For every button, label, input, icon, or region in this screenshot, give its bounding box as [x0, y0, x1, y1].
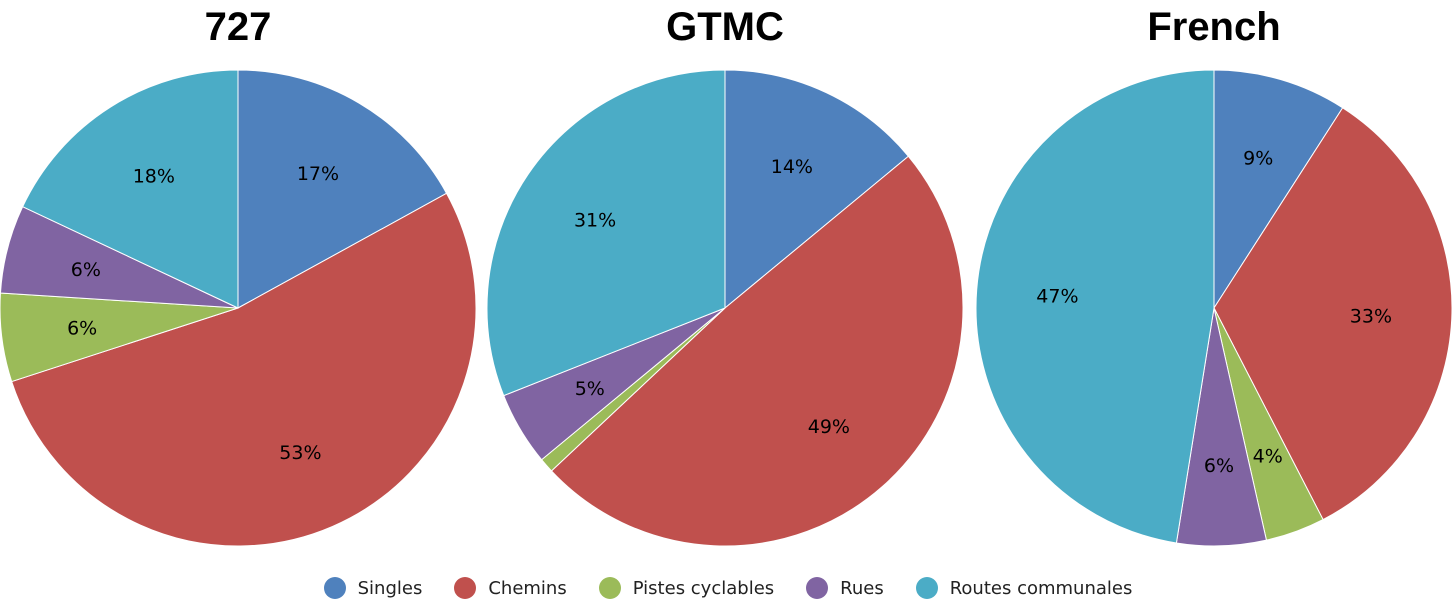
legend-label-routes-communales: Routes communales — [949, 577, 1133, 599]
pie-slice-gtmc-routes-communales — [486, 69, 726, 397]
pie-label-gtmc-chemins: 49% — [808, 416, 850, 438]
pie-label-french-pistes-cyclables: 4% — [1253, 446, 1283, 468]
pie-title-727: 727 — [205, 5, 272, 49]
legend-swatch-singles — [323, 577, 346, 599]
legend-item-singles: Singles — [323, 577, 423, 599]
pie-label-french-routes-communales: 47% — [1036, 286, 1078, 308]
pie-slice-gtmc-chemins — [550, 155, 964, 547]
pie-label-gtmc-singles: 14% — [771, 156, 813, 178]
legend-item-routes-communales: Routes communales — [915, 577, 1133, 599]
pie-label-727-chemins: 53% — [279, 442, 321, 464]
pie-label-727-singles: 17% — [297, 163, 339, 185]
pie-slice-727-chemins — [11, 192, 477, 547]
legend-label-singles: Singles — [357, 577, 423, 599]
pie-label-727-pistes-cyclables: 6% — [67, 318, 97, 340]
pie-label-gtmc-rues: 5% — [575, 378, 605, 400]
legend-swatch-routes-communales — [915, 577, 938, 599]
pie-slice-french-chemins — [1213, 107, 1453, 521]
legend-swatch-chemins — [454, 577, 477, 599]
legend-label-pistes-cyclables: Pistes cyclables — [632, 577, 775, 599]
pie-slice-gtmc-singles — [724, 69, 910, 310]
pie-slice-french-routes-communales — [975, 69, 1215, 544]
pie-slice-french-singles — [1213, 69, 1344, 310]
pie-label-french-chemins: 33% — [1350, 305, 1392, 327]
legend-label-rues: Rues — [840, 577, 884, 599]
pie-slice-727-routes-communales — [21, 69, 239, 309]
legend-label-chemins: Chemins — [488, 577, 567, 599]
pie-title-gtmc: GTMC — [666, 5, 784, 49]
pie-label-727-rues: 6% — [71, 259, 101, 281]
pie-label-gtmc-routes-communales: 31% — [574, 210, 616, 232]
pie-label-french-singles: 9% — [1243, 147, 1273, 169]
legend-item-chemins: Chemins — [454, 577, 567, 599]
pie-title-french: French — [1147, 5, 1280, 49]
pie-slice-727-singles — [237, 69, 448, 309]
legend-swatch-pistes-cyclables — [598, 577, 621, 599]
pie-label-727-routes-communales: 18% — [133, 165, 175, 187]
pie-label-french-rues: 6% — [1204, 455, 1234, 477]
legend-item-rues: Rues — [806, 577, 884, 599]
legend-item-pistes-cyclables: Pistes cyclables — [598, 577, 775, 599]
legend-swatch-rues — [806, 577, 829, 599]
chart-legend: Singles Chemins Pistes cyclables Rues Ro… — [0, 572, 1456, 604]
